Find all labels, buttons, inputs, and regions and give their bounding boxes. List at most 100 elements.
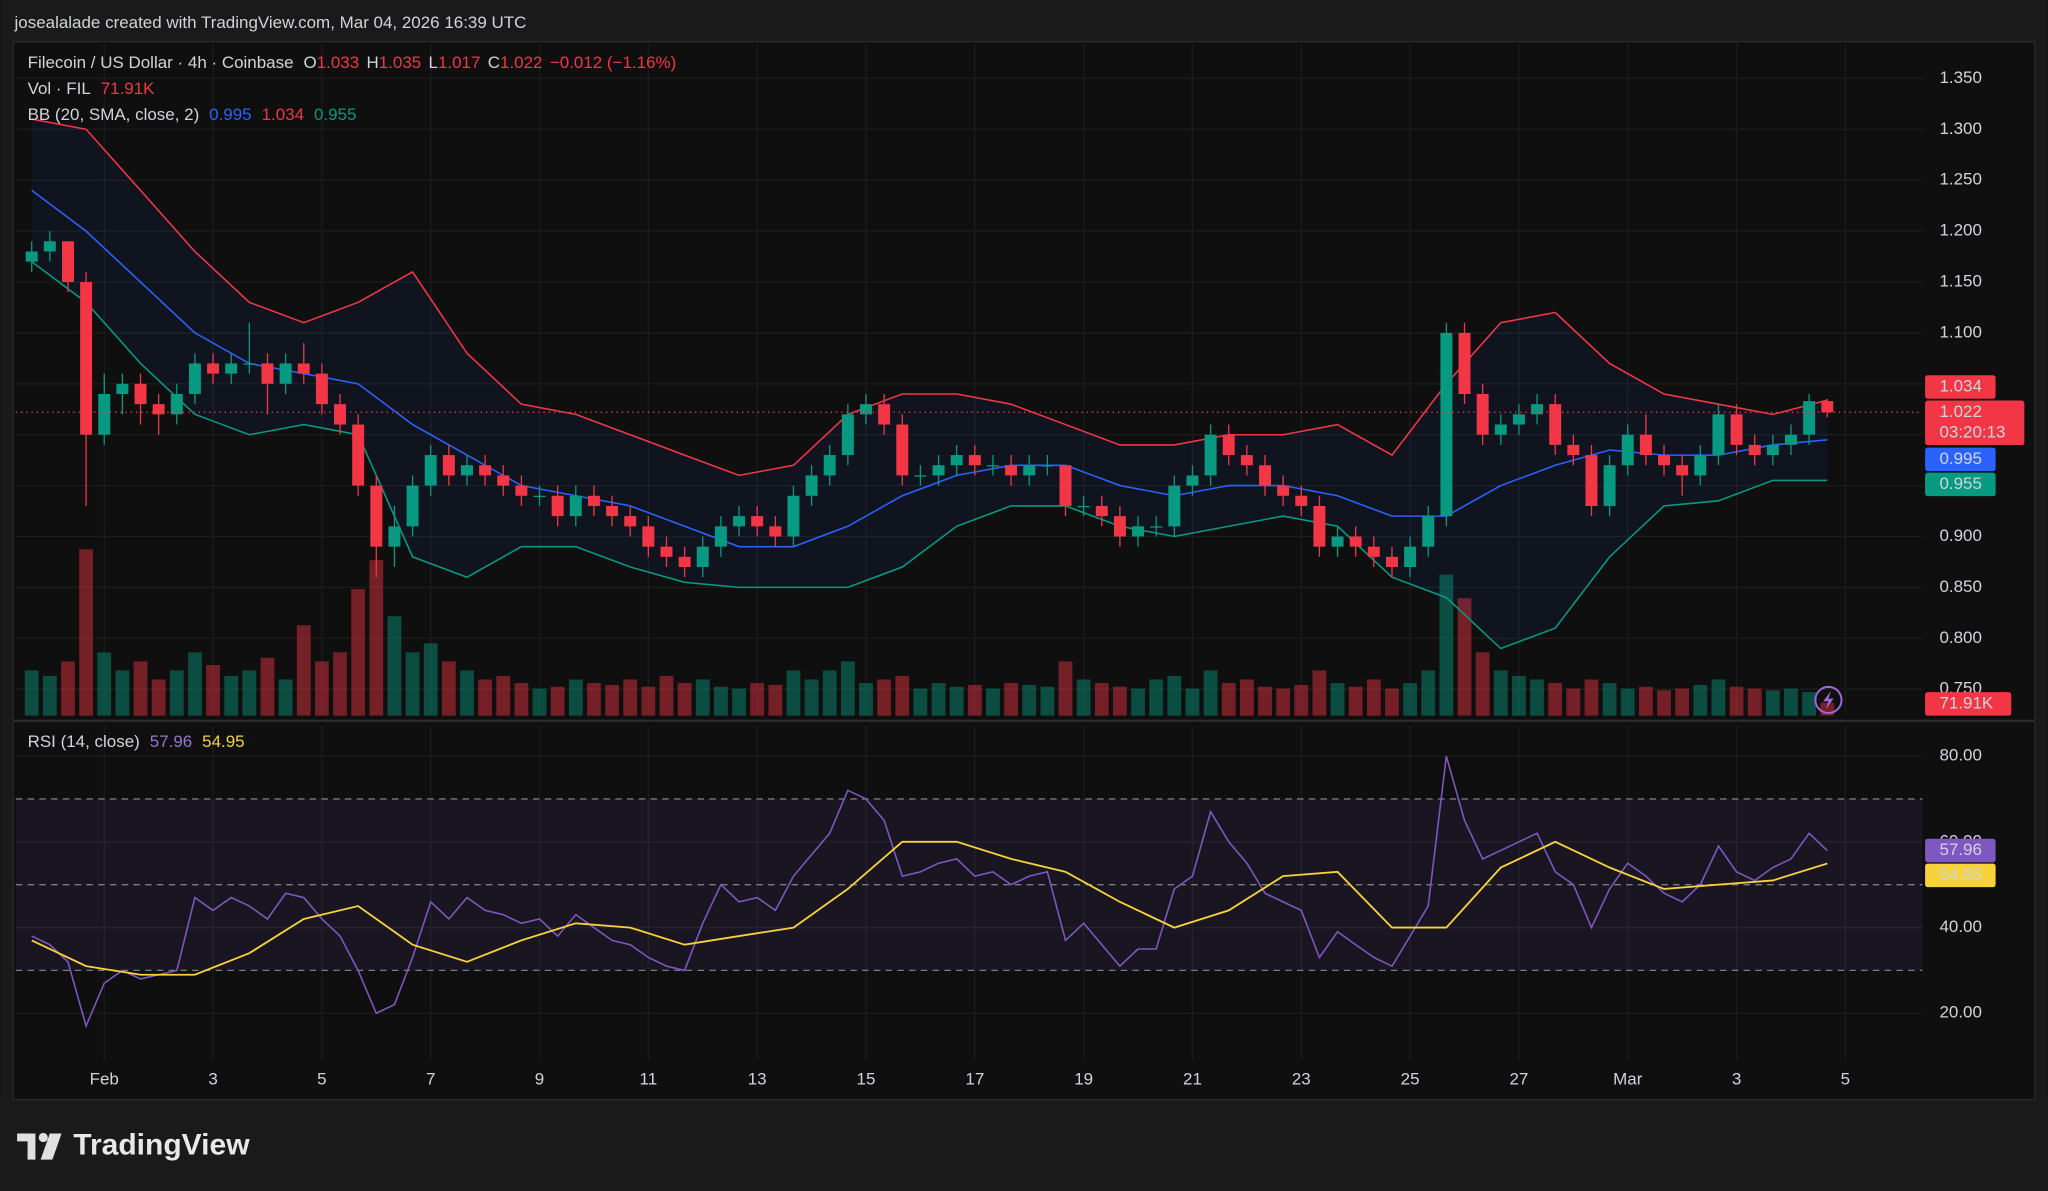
volume-bar: [314, 661, 329, 716]
volume-bar: [1493, 670, 1508, 716]
volume-bar: [1258, 686, 1272, 716]
volume-bar: [1675, 688, 1690, 716]
volume-bar: [133, 661, 148, 716]
candle-body: [1440, 332, 1453, 517]
candle-body: [334, 404, 347, 425]
candle-body: [1204, 434, 1217, 476]
volume-bar: [1584, 679, 1599, 716]
candle-body: [1658, 455, 1671, 466]
alert-icon[interactable]: [1814, 685, 1843, 715]
candle-body: [1295, 495, 1308, 506]
plot: [15, 118, 1923, 1029]
candle-body: [1186, 475, 1199, 486]
candle-body: [823, 455, 836, 476]
candle-body: [188, 363, 201, 394]
high-key: H: [366, 53, 378, 72]
volume-bar: [986, 688, 1000, 716]
rsi-tick-label: 80.00: [1939, 746, 1981, 765]
volume-bar: [296, 625, 311, 716]
change: −0.012 (−1.16%): [550, 53, 676, 72]
candle-body: [1621, 434, 1634, 466]
volume-bar: [1439, 574, 1454, 716]
footer-logo: TradingView: [73, 1129, 250, 1162]
label-box: [1925, 863, 1996, 888]
candle-body: [1113, 516, 1126, 537]
candle-body: [860, 404, 872, 415]
candle-body: [406, 485, 419, 527]
candle-body: [460, 465, 473, 476]
candle-body: [587, 495, 600, 506]
volume-bar: [532, 688, 547, 716]
volume-bar: [206, 665, 220, 716]
candle-body: [261, 363, 274, 384]
bb-basis-value: 0.995: [209, 106, 251, 125]
volume-bar: [1149, 679, 1164, 716]
label-box: [1925, 400, 2025, 445]
rsi-line: [31, 755, 1828, 1029]
volume-bar: [1203, 670, 1218, 716]
alert-circle: [1814, 685, 1843, 715]
candle-body: [424, 455, 437, 486]
candle-body: [986, 465, 999, 467]
candle-body: [1313, 505, 1326, 547]
bb-lower-label: 0.955: [1939, 474, 1981, 493]
candle-body: [1367, 546, 1380, 557]
x-tick-label: 23: [1292, 1069, 1311, 1088]
volume-bar: [242, 670, 257, 716]
volume-bar: [460, 670, 474, 716]
label-box: [1925, 692, 2012, 716]
candle-body: [388, 526, 401, 547]
x-tick-label: 21: [1183, 1069, 1202, 1088]
candle-body: [1766, 444, 1779, 456]
volume-bar: [1040, 686, 1055, 716]
volume-bar: [768, 684, 783, 716]
x-tick-label: 3: [1732, 1069, 1741, 1088]
volume-bar: [714, 686, 728, 716]
candle-body: [678, 556, 691, 568]
volume-bar: [1784, 688, 1798, 716]
volume-bar: [1693, 684, 1708, 716]
candle-body: [714, 526, 727, 547]
candle-body: [1639, 434, 1652, 456]
candle-body: [43, 241, 56, 252]
volume-bar: [1638, 686, 1653, 716]
label-box: [1925, 838, 1996, 863]
volume-bar: [115, 670, 130, 716]
candle-body: [1095, 505, 1108, 517]
volume-bar: [97, 652, 112, 716]
candle-body: [61, 241, 74, 283]
candle-body: [1404, 546, 1417, 568]
candle-body: [1494, 424, 1507, 435]
x-tick-label: 19: [1074, 1069, 1093, 1088]
bb-fill: [31, 119, 1828, 649]
volume-value: 71.91K: [101, 80, 155, 99]
candle-body: [769, 526, 782, 537]
candle-body: [297, 363, 310, 374]
symbol-title: Filecoin / US Dollar · 4h · Coinbase: [28, 53, 294, 72]
volume-bar: [169, 670, 184, 716]
logo-slash: [40, 1133, 62, 1160]
candle-body: [733, 516, 746, 527]
volume-bar: [1530, 679, 1544, 716]
x-tick-label: Feb: [90, 1069, 119, 1088]
low-value: 1.017: [438, 53, 480, 72]
x-tick-label: 13: [748, 1069, 767, 1088]
volume-bar: [151, 679, 166, 716]
candle-body: [1676, 465, 1689, 476]
rsi-ma-value: 54.95: [202, 733, 244, 752]
volume-bar: [278, 679, 293, 716]
candle-body: [1712, 414, 1725, 456]
volume-bar: [1294, 684, 1309, 716]
candle-body: [1803, 401, 1816, 435]
candle-body: [932, 465, 945, 476]
high-value: 1.035: [379, 53, 421, 72]
bb-legend: BB (20, SMA, close, 2) 0.995 1.034 0.955: [28, 106, 357, 125]
candle-body: [1531, 404, 1544, 415]
candle-body: [170, 393, 183, 415]
y-tick-label: 1.100: [1939, 322, 1981, 341]
volume-bar: [369, 560, 384, 716]
candle-body: [896, 424, 909, 476]
volume-bar: [550, 686, 565, 716]
candle-body: [370, 485, 383, 547]
volume-bar: [1094, 683, 1109, 716]
